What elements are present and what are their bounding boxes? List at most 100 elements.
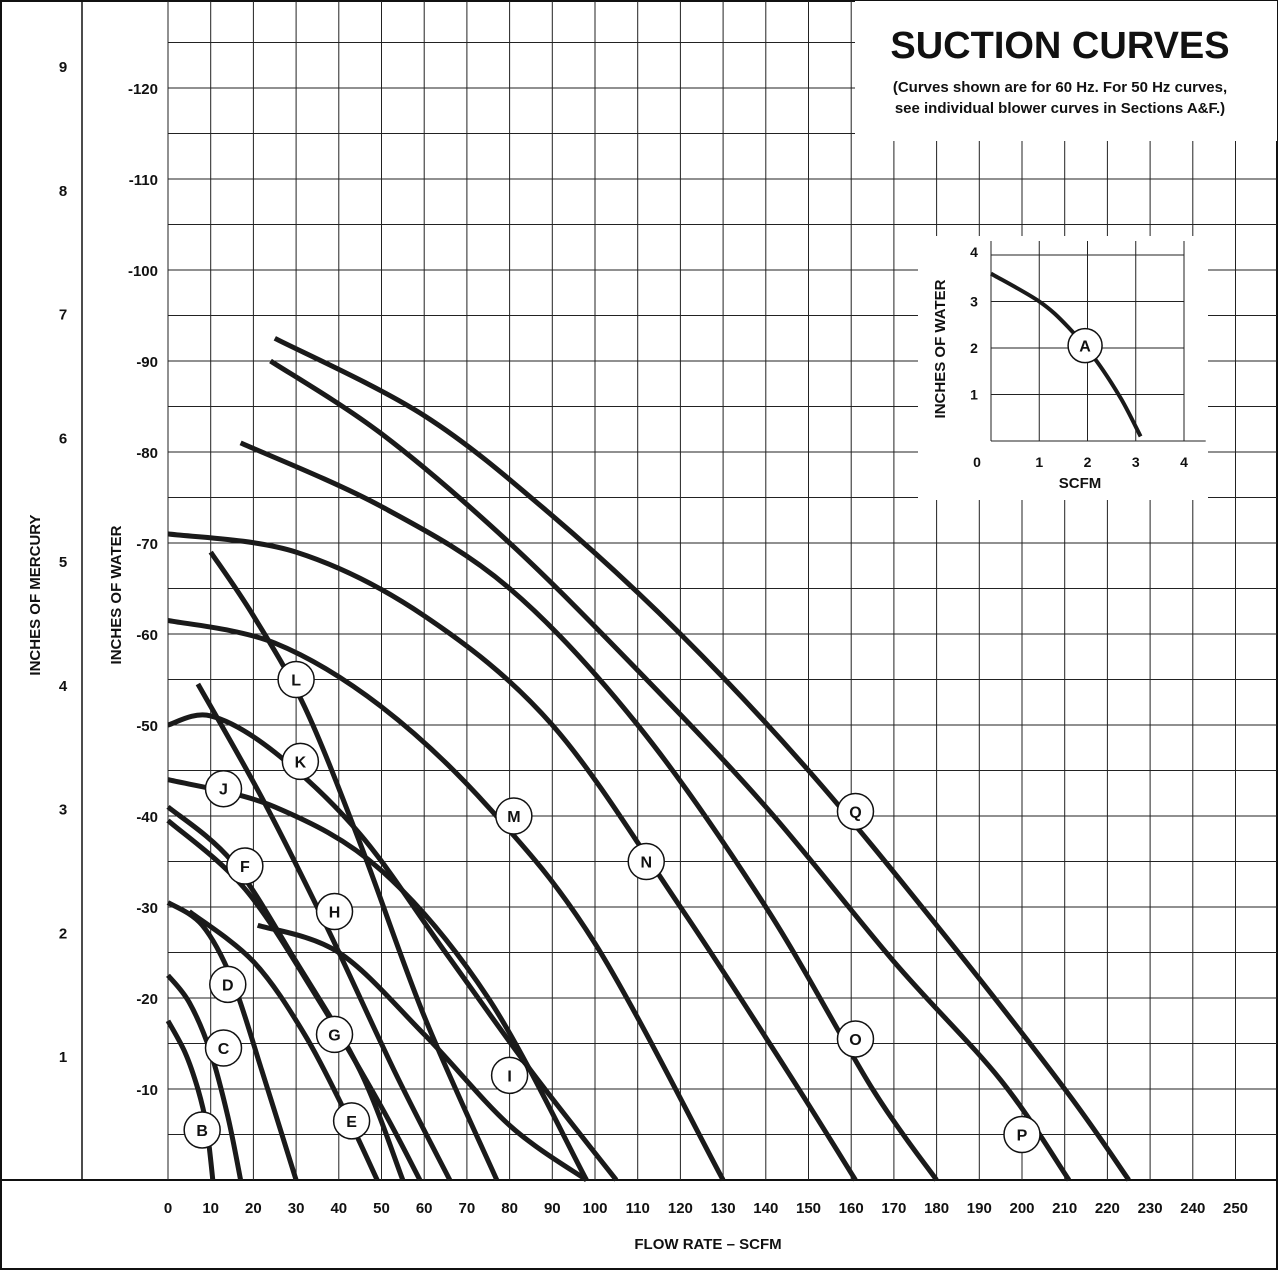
curve-label-h: H: [329, 905, 341, 922]
inset-x-tick-label: 2: [1084, 454, 1092, 470]
x-tick-label: 180: [924, 1200, 949, 1217]
curve-label-k: K: [295, 754, 307, 771]
x-tick-label: 80: [501, 1200, 518, 1217]
y-water-tick-label: -10: [136, 1082, 158, 1099]
y-water-tick-label: -20: [136, 991, 158, 1008]
inset-x-tick-label: 1: [1035, 454, 1043, 470]
y-axis-title-mercury: INCHES OF MERCURY: [27, 514, 44, 675]
curves-layer: [165, 336, 1131, 1183]
curve-label-d: D: [222, 977, 234, 994]
y-mercury-tick-label: 1: [59, 1049, 67, 1066]
curve-p: [269, 358, 1072, 1182]
inset-y-tick-label: 3: [970, 294, 978, 310]
y-mercury-tick-label: 6: [59, 430, 67, 447]
curve-badge-n: [627, 842, 665, 881]
curve-label-b: B: [196, 1123, 208, 1140]
x-tick-labels: 0 10 20 30 40 50 60 70 80 90 100 110 120 130 140 150 160…: [164, 1200, 1248, 1217]
y-mercury-tick-label: 7: [59, 307, 67, 324]
curve-label-j: J: [219, 782, 228, 799]
curve-badge-k: [281, 742, 320, 781]
x-tick-label: 240: [1180, 1200, 1205, 1217]
curve-badge-p: [1003, 1115, 1041, 1154]
curve-label-f: F: [240, 859, 250, 876]
y-water-tick-label: -30: [136, 900, 158, 917]
y-water-tick-label: -60: [136, 627, 158, 644]
x-tick-label: 40: [330, 1200, 347, 1217]
y-water-tick-labels: -10 -20 -30 -40 -50 -60 -70 -80 -90 -100 -110 -120: [128, 81, 158, 1099]
curve-q: [273, 336, 1131, 1182]
title-box: [855, 1, 1277, 141]
curve-badge-g: [315, 1015, 354, 1054]
inset-y-tick-labels: 1 2 3 4: [970, 244, 978, 403]
inset-chart: A 0 1 2 3 4 1 2 3 4 SCFM INCHES OF WATER: [918, 236, 1208, 500]
x-tick-label: 220: [1095, 1200, 1120, 1217]
inset-curve-label-a: A: [1079, 339, 1091, 356]
x-tick-label: 30: [288, 1200, 305, 1217]
curve-label-m: M: [507, 809, 520, 826]
y-mercury-tick-label: 4: [59, 678, 68, 695]
curve-label-q: Q: [849, 804, 861, 821]
curve-badge-q: [836, 792, 875, 831]
y-mercury-tick-label: 3: [59, 802, 67, 819]
inset-y-axis-title: INCHES OF WATER: [932, 279, 949, 418]
y-water-tick-label: -80: [136, 445, 158, 462]
x-tick-label: 0: [164, 1200, 172, 1217]
y-axis-title-water: INCHES OF WATER: [108, 525, 125, 664]
curve-badge-f: [226, 847, 264, 885]
grid-lines: [167, 1, 1277, 1180]
curve-label-o: O: [849, 1032, 861, 1049]
inset-x-tick-label: 3: [1132, 454, 1140, 470]
curve-o: [239, 440, 939, 1182]
curve-badge-d: [209, 965, 247, 1004]
y-water-tick-label: -50: [136, 718, 158, 735]
x-tick-label: 200: [1009, 1200, 1034, 1217]
curve-badge-o: [836, 1020, 875, 1058]
y-water-tick-label: -40: [136, 809, 158, 826]
curve-label-i: I: [507, 1068, 511, 1085]
inset-curve-badge-a: [1067, 327, 1103, 364]
chart-title: SUCTION CURVES: [890, 25, 1229, 67]
chart-subtitle-line-1: (Curves shown are for 60 Hz. For 50 Hz c…: [893, 79, 1227, 96]
curve-badge-b: [183, 1111, 221, 1149]
y-mercury-tick-label: 5: [59, 554, 67, 571]
inset-x-axis-title: SCFM: [1059, 475, 1102, 492]
x-tick-label: 90: [544, 1200, 561, 1217]
curve-badge-c: [204, 1029, 243, 1067]
curve-label-e: E: [346, 1114, 357, 1131]
curve-labels-layer: B C D E F G H I J K L M N O P Q: [183, 660, 1041, 1154]
x-tick-label: 250: [1223, 1200, 1248, 1217]
curve-badge-m: [495, 797, 533, 835]
x-tick-label: 150: [796, 1200, 821, 1217]
inset-y-tick-label: 2: [970, 340, 978, 356]
curve-n: [167, 531, 858, 1182]
x-tick-label: 170: [881, 1200, 906, 1217]
x-tick-label: 210: [1052, 1200, 1077, 1217]
curve-g: [166, 818, 423, 1182]
curve-k: [167, 712, 619, 1182]
chart-subtitle-line-2: see individual blower curves in Sections…: [895, 100, 1225, 117]
curve-label-g: G: [328, 1027, 340, 1044]
curve-label-n: N: [640, 855, 652, 872]
x-tick-label: 10: [202, 1200, 219, 1217]
curve-l: [208, 550, 500, 1182]
x-tick-label: 160: [839, 1200, 864, 1217]
x-tick-label: 190: [967, 1200, 992, 1217]
x-tick-label: 120: [668, 1200, 693, 1217]
inset-y-tick-label: 4: [970, 244, 978, 260]
x-tick-label: 130: [711, 1200, 736, 1217]
y-mercury-tick-label: 9: [59, 59, 67, 76]
y-water-tick-label: -110: [129, 172, 158, 189]
curve-badge-e: [332, 1102, 371, 1140]
y-mercury-tick-labels: 1 2 3 4 5 6 7 8 9: [59, 59, 68, 1066]
inset-background: [918, 236, 1208, 500]
y-water-tick-label: -100: [128, 263, 158, 280]
y-water-tick-label: -120: [128, 81, 158, 98]
x-tick-label: 20: [245, 1200, 262, 1217]
y-water-tick-label: -90: [136, 354, 158, 371]
curve-m: [167, 617, 726, 1182]
inset-x-tick-labels: 0 1 2 3 4: [973, 454, 1188, 470]
x-tick-label: 60: [416, 1200, 433, 1217]
curve-label-l: L: [291, 673, 301, 690]
curve-label-p: P: [1017, 1128, 1028, 1145]
